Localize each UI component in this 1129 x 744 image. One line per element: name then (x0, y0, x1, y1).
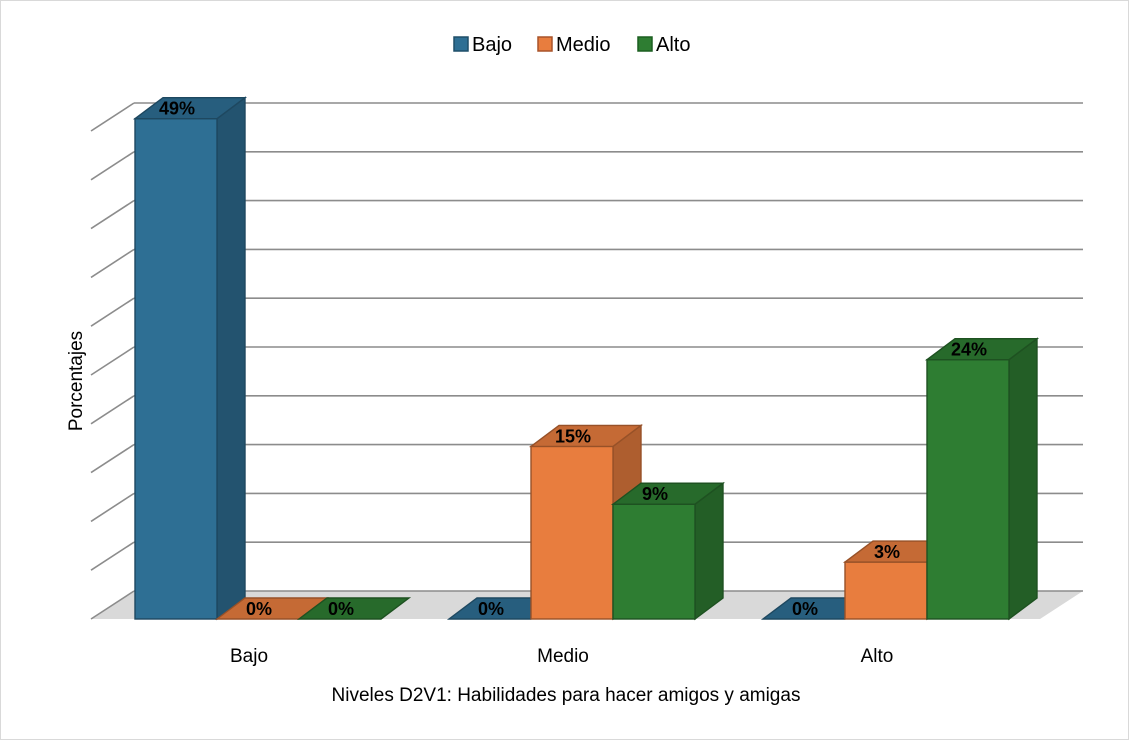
legend-item-alto: Alto (637, 34, 690, 56)
legend-label-medio: Medio (556, 34, 610, 56)
legend-item-medio: Medio (537, 34, 610, 56)
gridline-side (90, 443, 135, 474)
category-ticks: Bajo Medio Alto (230, 646, 893, 667)
x-tick-label: Bajo (230, 646, 268, 667)
bar-bajo-alto (296, 597, 412, 620)
gridline-side (90, 297, 135, 327)
legend-label-alto: Alto (656, 34, 690, 56)
data-label-bajo-bajo: 49% (159, 99, 195, 119)
data-label-bajo-alto: 0% (328, 599, 354, 619)
bar-medio-alto (610, 481, 726, 621)
legend-label-bajo: Bajo (472, 34, 512, 56)
y-axis-title: Porcentajes (66, 331, 87, 431)
data-labels: 49% 0% 0% 0% 15% 9% 0% 3% 24% (159, 99, 987, 619)
legend-swatch-alto (637, 36, 653, 52)
gridline-side (90, 541, 135, 571)
legend: Bajo Medio Alto (453, 34, 690, 56)
x-tick-label: Medio (537, 646, 589, 667)
gridline-side (90, 492, 135, 523)
bar-alto-alto (924, 337, 1040, 621)
data-label-medio-bajo: 0% (478, 599, 504, 619)
data-label-alto-alto: 24% (951, 340, 987, 360)
legend-item-bajo: Bajo (453, 34, 512, 56)
gridline-side (90, 590, 135, 620)
legend-swatch-bajo (453, 36, 469, 52)
gridline-side (90, 199, 135, 230)
data-label-alto-bajo: 0% (792, 599, 818, 619)
gridline-side (90, 151, 135, 181)
gridline-side (90, 102, 135, 132)
data-label-bajo-medio: 0% (246, 599, 272, 619)
gridline-side (90, 395, 135, 425)
data-label-alto-medio: 3% (874, 542, 900, 562)
x-axis-title: Niveles D2V1: Habilidades para hacer ami… (332, 685, 801, 706)
data-label-medio-medio: 15% (555, 426, 591, 446)
gridline-side (90, 248, 135, 279)
bar-bajo-bajo (132, 96, 248, 621)
gridline-side (90, 346, 135, 376)
x-tick-label: Alto (861, 646, 894, 667)
data-label-medio-alto: 9% (642, 484, 668, 504)
legend-swatch-medio (537, 36, 553, 52)
bars (132, 96, 1040, 621)
bar-medio-medio (528, 423, 644, 621)
